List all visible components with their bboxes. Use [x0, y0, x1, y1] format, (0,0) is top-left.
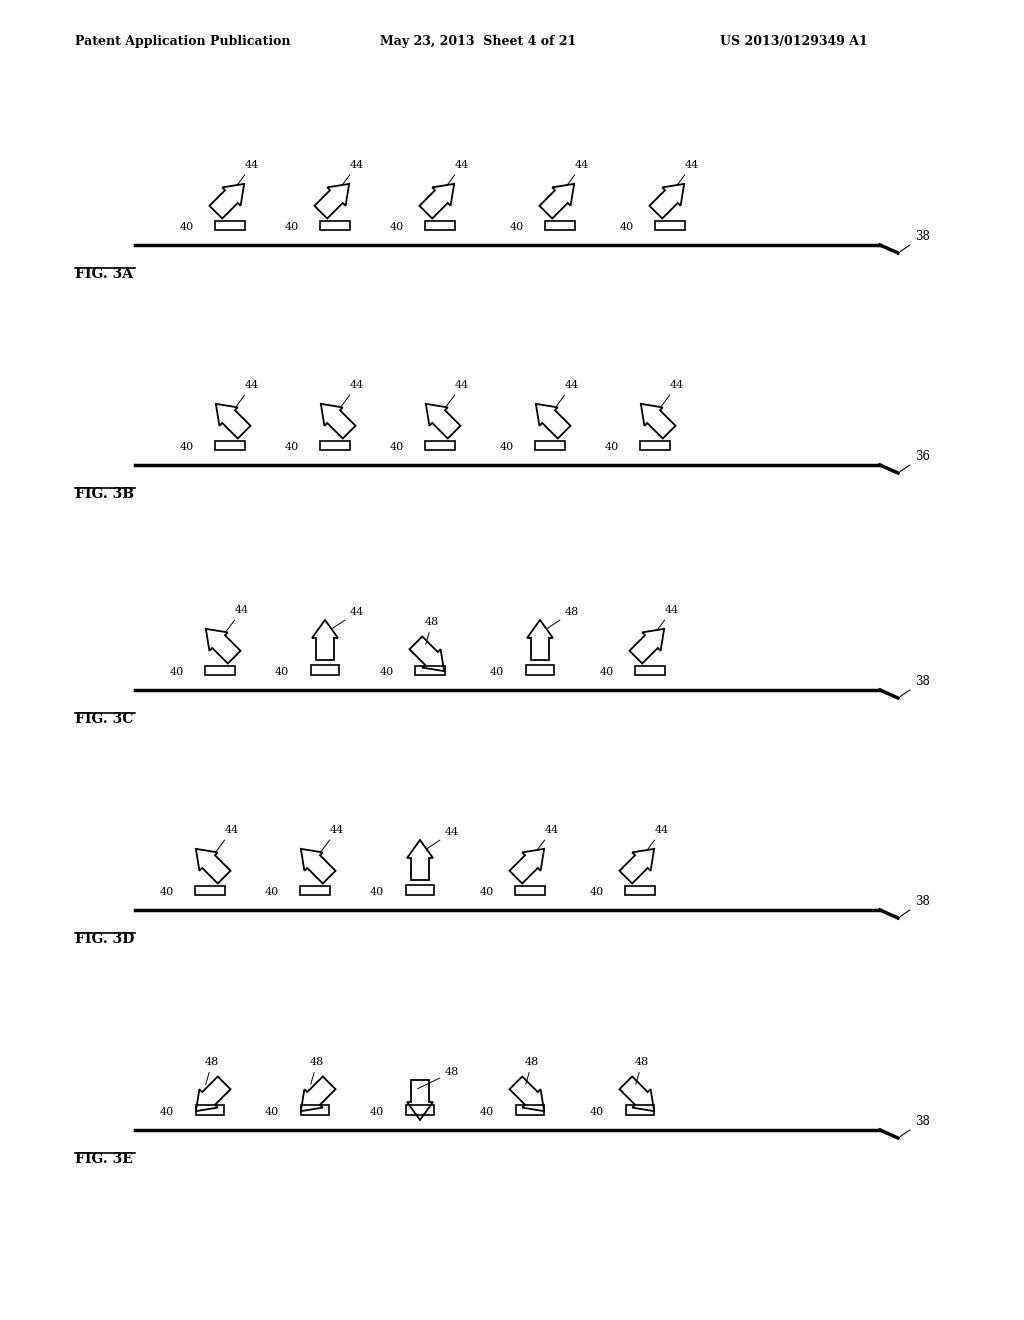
Bar	[535, 441, 565, 450]
Text: 40: 40	[480, 887, 495, 898]
Bar	[640, 441, 670, 450]
Text: 40: 40	[275, 667, 289, 677]
Bar	[215, 220, 245, 230]
Text: 40: 40	[160, 887, 174, 898]
Bar	[415, 665, 445, 675]
Bar	[545, 220, 575, 230]
Text: 36: 36	[900, 450, 930, 471]
Text: 44: 44	[342, 160, 365, 186]
Bar	[406, 884, 434, 895]
Text: 38: 38	[900, 230, 930, 251]
Text: 44: 44	[237, 160, 259, 186]
Bar	[625, 886, 655, 895]
Bar	[195, 886, 225, 895]
Text: 48: 48	[525, 1057, 540, 1084]
Text: 40: 40	[180, 222, 195, 232]
Text: 44: 44	[446, 380, 469, 405]
Text: 48: 48	[547, 607, 580, 628]
Text: US 2013/0129349 A1: US 2013/0129349 A1	[720, 36, 867, 48]
Bar	[319, 220, 350, 230]
Text: 40: 40	[510, 222, 524, 232]
Text: 44: 44	[427, 828, 459, 849]
Text: 44: 44	[656, 605, 679, 631]
Bar	[635, 665, 665, 675]
Bar	[301, 1105, 329, 1115]
Bar	[319, 441, 350, 450]
Bar	[300, 886, 330, 895]
Text: 44: 44	[662, 380, 684, 405]
Text: 40: 40	[285, 442, 299, 451]
Text: 40: 40	[370, 887, 384, 898]
Text: 40: 40	[500, 442, 514, 451]
Bar	[516, 1105, 544, 1115]
Text: 44: 44	[566, 160, 589, 186]
Text: FIG. 3C: FIG. 3C	[75, 711, 133, 726]
Bar	[205, 665, 234, 675]
Bar	[626, 1105, 654, 1115]
Text: 48: 48	[205, 1057, 219, 1084]
Text: 40: 40	[590, 887, 604, 898]
Bar	[655, 220, 685, 230]
Text: 44: 44	[647, 825, 670, 851]
Bar	[406, 1105, 434, 1115]
Text: 44: 44	[677, 160, 699, 186]
Text: 44: 44	[333, 607, 365, 628]
Text: 40: 40	[180, 442, 195, 451]
Text: 40: 40	[265, 887, 280, 898]
Bar	[215, 441, 245, 450]
Text: 40: 40	[620, 222, 634, 232]
Text: 38: 38	[900, 895, 930, 916]
Bar	[196, 1105, 224, 1115]
Text: FIG. 3B: FIG. 3B	[75, 487, 134, 502]
Text: 44: 44	[557, 380, 580, 405]
Bar	[425, 441, 455, 450]
Text: 40: 40	[600, 667, 614, 677]
Text: 40: 40	[285, 222, 299, 232]
Text: 40: 40	[490, 667, 504, 677]
Text: Patent Application Publication: Patent Application Publication	[75, 36, 291, 48]
Text: 40: 40	[480, 1107, 495, 1117]
Text: 40: 40	[390, 442, 404, 451]
Text: FIG. 3A: FIG. 3A	[75, 267, 133, 281]
Text: 38: 38	[900, 675, 930, 697]
Text: FIG. 3E: FIG. 3E	[75, 1152, 133, 1166]
Text: May 23, 2013  Sheet 4 of 21: May 23, 2013 Sheet 4 of 21	[380, 36, 577, 48]
Text: FIG. 3D: FIG. 3D	[75, 932, 134, 946]
Text: 44: 44	[537, 825, 559, 851]
Text: 40: 40	[390, 222, 404, 232]
Bar	[515, 886, 545, 895]
Text: 48: 48	[425, 616, 439, 644]
Text: 40: 40	[380, 667, 394, 677]
Text: 48: 48	[310, 1057, 325, 1084]
Text: 44: 44	[226, 605, 249, 631]
Text: 40: 40	[605, 442, 620, 451]
Text: 48: 48	[635, 1057, 649, 1084]
Text: 38: 38	[900, 1115, 930, 1137]
Text: 40: 40	[370, 1107, 384, 1117]
Text: 44: 44	[342, 380, 365, 405]
Text: 44: 44	[446, 160, 469, 186]
Bar	[425, 220, 455, 230]
Bar	[311, 665, 339, 675]
Text: 40: 40	[170, 667, 184, 677]
Text: 44: 44	[237, 380, 259, 405]
Text: 44: 44	[217, 825, 240, 851]
Text: 40: 40	[265, 1107, 280, 1117]
Text: 44: 44	[322, 825, 344, 851]
Text: 48: 48	[418, 1067, 459, 1089]
Text: 40: 40	[590, 1107, 604, 1117]
Bar	[526, 665, 554, 675]
Text: 40: 40	[160, 1107, 174, 1117]
